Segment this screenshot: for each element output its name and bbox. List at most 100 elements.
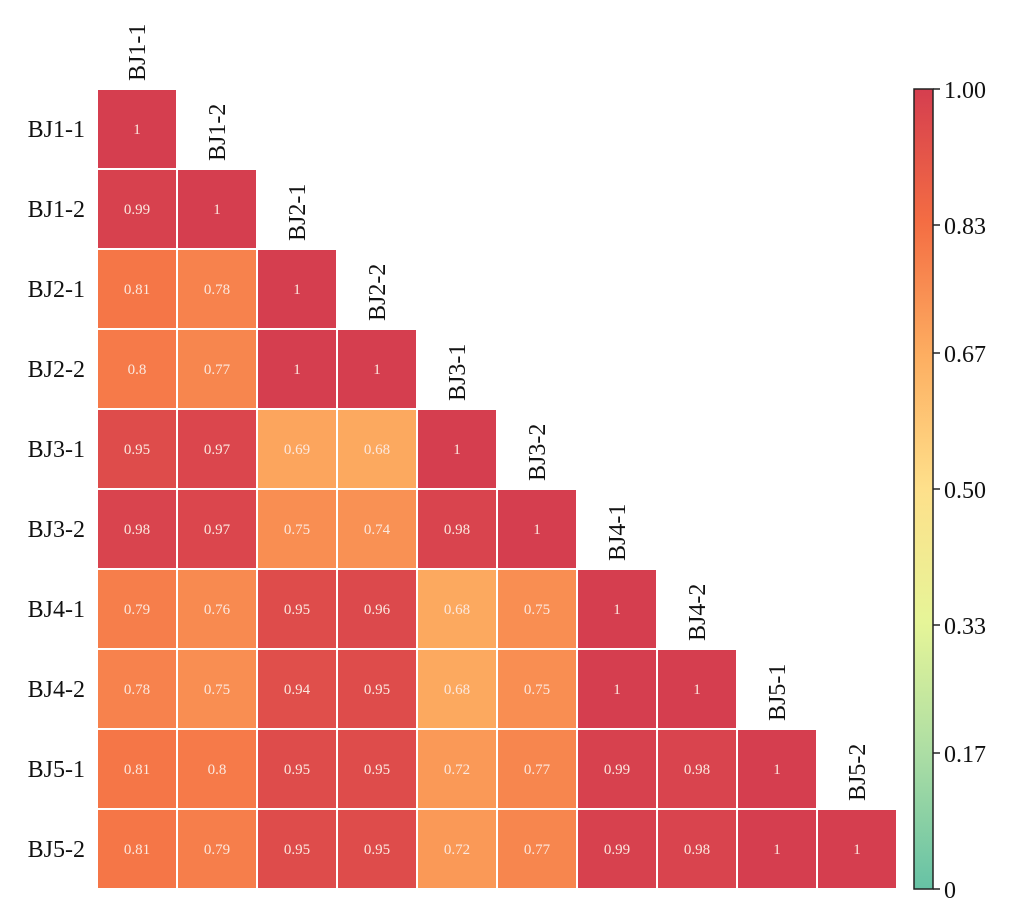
heatmap-cell <box>496 488 578 570</box>
cell-value-label: 0.68 <box>364 442 390 458</box>
cell-value-label: 0.78 <box>204 282 230 298</box>
row-label: BJ1-2 <box>28 197 85 223</box>
cell-value-label: 0.99 <box>124 202 150 218</box>
heatmap-cell <box>256 248 338 330</box>
cell-value-label: 1 <box>373 362 381 378</box>
cell-value-label: 0.72 <box>444 762 470 778</box>
cell-value-label: 0.95 <box>284 842 310 858</box>
cell-value-label: 0.95 <box>364 762 390 778</box>
cell-value-label: 0.95 <box>364 842 390 858</box>
heatmap-cell <box>736 808 818 890</box>
cell-value-label: 1 <box>133 122 141 138</box>
heatmap-cell <box>96 88 178 170</box>
heatmap-cell <box>656 808 738 890</box>
cell-value-label: 0.8 <box>208 762 227 778</box>
cell-value-label: 0.75 <box>284 522 310 538</box>
cell-value-label: 0.79 <box>204 842 230 858</box>
cell-value-label: 0.95 <box>364 682 390 698</box>
colorbar-gradient <box>913 88 934 890</box>
cell-value-label: 0.75 <box>204 682 230 698</box>
cell-value-label: 0.68 <box>444 682 470 698</box>
heatmap-cell <box>176 328 258 410</box>
column-label: BJ3-1 <box>445 344 471 401</box>
cell-value-label: 0.95 <box>284 602 310 618</box>
heatmap-cell <box>176 408 258 490</box>
cell-value-label: 0.77 <box>524 842 551 858</box>
heatmap-cell <box>336 728 418 810</box>
heatmap-cell <box>416 488 498 570</box>
heatmap-cell <box>96 168 178 250</box>
colorbar: 1.00 0.83 0.67 0.50 0.33 0.17 0 <box>913 78 986 904</box>
cell-value-label: 0.78 <box>124 682 150 698</box>
cell-value-label: 1 <box>293 282 301 298</box>
heatmap-cell <box>736 728 818 810</box>
heatmap-cell <box>96 488 178 570</box>
cell-value-label: 0.95 <box>124 442 150 458</box>
cell-value-label: 0.99 <box>604 762 630 778</box>
colorbar-tick-label: 0.50 <box>944 478 986 504</box>
column-label: BJ5-2 <box>845 744 871 801</box>
column-label: BJ5-1 <box>765 664 791 721</box>
heatmap-cell <box>96 808 178 890</box>
cell-value-label: 0.97 <box>204 522 231 538</box>
heatmap-cell <box>256 488 338 570</box>
colorbar-tick-label: 0.83 <box>944 214 986 240</box>
column-label: BJ2-2 <box>365 264 391 321</box>
heatmap-cell <box>336 808 418 890</box>
column-label: BJ4-2 <box>685 584 711 641</box>
heatmap-cell <box>656 648 738 730</box>
heatmap-cell <box>496 728 578 810</box>
heatmap-cell <box>176 808 258 890</box>
heatmap-cell <box>576 568 658 650</box>
column-label: BJ4-1 <box>605 504 631 561</box>
cell-value-label: 0.97 <box>204 442 231 458</box>
cell-value-label: 0.72 <box>444 842 470 858</box>
cell-value-label: 0.68 <box>444 602 470 618</box>
heatmap-cell <box>176 568 258 650</box>
column-labels: BJ1-1 BJ1-2 BJ2-1 BJ2-2 BJ3-1 BJ3-2 BJ4-1 BJ4-2… <box>125 24 871 801</box>
cell-value-label: 0.96 <box>364 602 391 618</box>
cell-value-label: 0.95 <box>284 762 310 778</box>
row-label: BJ5-2 <box>28 837 85 863</box>
heatmap-cell <box>496 808 578 890</box>
row-label: BJ2-1 <box>28 277 85 303</box>
cell-value-label: 0.99 <box>604 842 630 858</box>
heatmap-cell <box>96 568 178 650</box>
heatmap-cell <box>96 648 178 730</box>
cell-value-label: 0.77 <box>524 762 551 778</box>
heatmap-cell <box>336 328 418 410</box>
cell-value-label: 1 <box>613 682 621 698</box>
heatmap-cell <box>176 488 258 570</box>
heatmap-cells: 10.99 10.81 0.78 10.8 0.77 1 10.95 0.97 0.69 0.68… <box>96 88 898 890</box>
cell-value-label: 1 <box>773 762 781 778</box>
heatmap-cell <box>256 648 338 730</box>
cell-value-label: 0.74 <box>364 522 391 538</box>
row-labels: BJ1-1 BJ1-2 BJ2-1 BJ2-2 BJ3-1 BJ3-2 BJ4-1 BJ4-2… <box>28 117 85 863</box>
colorbar-tick-label: 0.33 <box>944 614 986 640</box>
column-label: BJ3-2 <box>525 424 551 481</box>
cell-value-label: 0.98 <box>444 522 470 538</box>
cell-value-label: 0.8 <box>128 362 147 378</box>
cell-value-label: 1 <box>533 522 541 538</box>
cell-value-label: 0.98 <box>684 762 710 778</box>
cell-value-label: 1 <box>853 842 861 858</box>
heatmap-cell <box>416 808 498 890</box>
colorbar-tick-label: 0 <box>944 878 956 904</box>
cell-value-label: 1 <box>293 362 301 378</box>
column-label: BJ1-2 <box>205 104 231 161</box>
cell-value-label: 0.79 <box>124 602 150 618</box>
cell-value-label: 0.76 <box>204 602 231 618</box>
cell-value-label: 1 <box>693 682 701 698</box>
cell-value-label: 1 <box>453 442 461 458</box>
row-label: BJ4-1 <box>28 597 85 623</box>
heatmap-cell <box>336 408 418 490</box>
cell-value-label: 0.81 <box>124 282 150 298</box>
row-label: BJ2-2 <box>28 357 85 383</box>
cell-value-label: 0.75 <box>524 602 550 618</box>
colorbar-tick-label: 0.17 <box>944 742 986 768</box>
heatmap-cell <box>96 728 178 810</box>
colorbar-tick-label: 0.67 <box>944 342 986 368</box>
cell-value-label: 0.75 <box>524 682 550 698</box>
cell-value-label: 1 <box>213 202 221 218</box>
